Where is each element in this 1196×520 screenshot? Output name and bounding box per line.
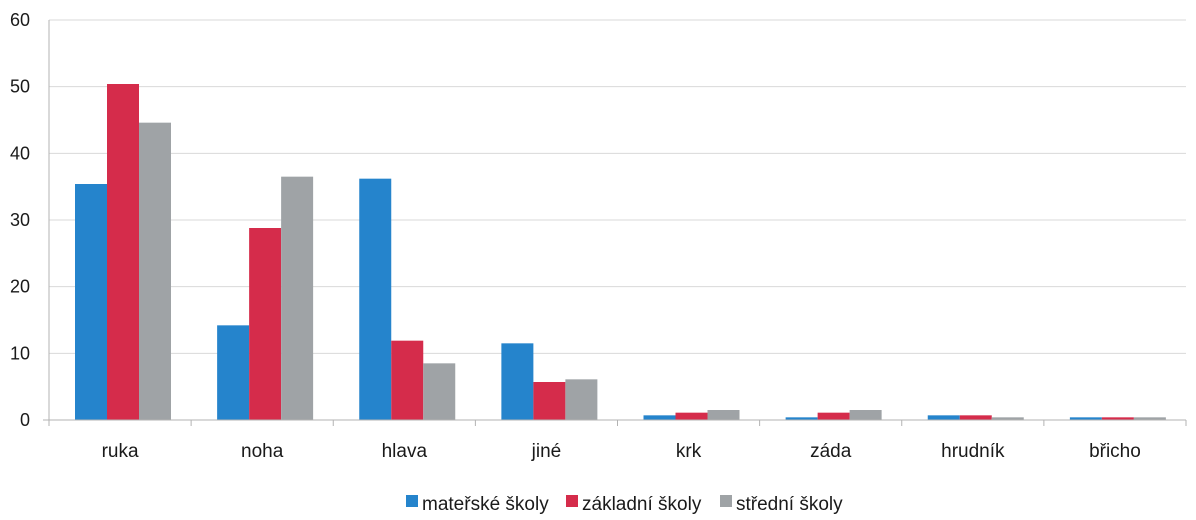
bar [107, 84, 139, 420]
x-category-label: ruka [102, 441, 139, 462]
legend-item: mateřské školy [406, 494, 549, 515]
bar [643, 415, 676, 420]
bar [217, 325, 250, 420]
bar [423, 363, 456, 420]
legend-item: základní školy [566, 494, 702, 515]
legend: mateřské školy základní školy střední škol… [406, 494, 843, 515]
bar [1133, 417, 1166, 420]
y-tick-label: 40 [10, 143, 30, 163]
y-tick-label: 0 [20, 410, 30, 430]
legend-label: mateřské školy [422, 494, 549, 515]
x-category-label: břicho [1089, 441, 1141, 462]
y-tick-label: 30 [10, 210, 30, 230]
y-axis-tick-labels: 0 10 20 30 40 50 60 [10, 10, 30, 430]
axes [43, 20, 1187, 426]
bar [849, 410, 882, 420]
bar [391, 340, 424, 420]
legend-swatch [566, 495, 578, 507]
x-category-label: jiné [531, 441, 562, 462]
bar [359, 178, 392, 420]
bar [501, 343, 534, 420]
y-tick-label: 10 [10, 343, 30, 363]
bar [959, 415, 992, 420]
legend-label: střední školy [736, 494, 843, 515]
bar [1101, 417, 1134, 420]
y-tick-label: 60 [10, 10, 30, 30]
legend-swatch [406, 495, 418, 507]
bar [785, 417, 818, 420]
bar [991, 417, 1024, 420]
bar [817, 412, 850, 420]
bar [565, 379, 598, 420]
bars [75, 84, 1166, 421]
x-category-label: hrudník [941, 441, 1005, 462]
bar [281, 176, 314, 420]
bar [139, 122, 171, 421]
bar [1069, 417, 1102, 420]
x-axis-category-labels: ruka noha hlava jiné krk záda hrudník břicho [102, 441, 1141, 462]
legend-label: základní školy [582, 494, 702, 515]
bar [675, 412, 708, 420]
y-tick-label: 50 [10, 77, 30, 97]
x-category-label: krk [676, 441, 702, 462]
legend-item: střední školy [720, 494, 843, 515]
bar [707, 410, 740, 420]
bar [533, 382, 566, 420]
bar [75, 184, 107, 420]
bar [927, 415, 960, 420]
x-category-label: noha [241, 441, 284, 462]
legend-swatch [720, 495, 732, 507]
y-tick-label: 20 [10, 277, 30, 297]
x-category-label: hlava [382, 441, 428, 462]
gridlines [49, 19, 1186, 354]
x-category-label: záda [810, 441, 852, 462]
bar [249, 228, 282, 420]
